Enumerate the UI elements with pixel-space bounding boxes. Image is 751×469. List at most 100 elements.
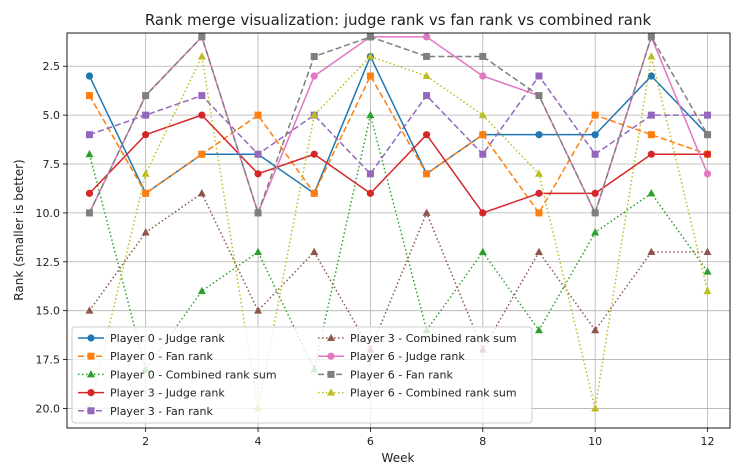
series-line [88,192,708,351]
legend-label: Player 6 - Fan rank [350,368,453,381]
data-point [310,247,319,256]
data-point [704,131,712,139]
y-axis-ticks: 2.5 5.0 7.5 10.0 12.5 15.0 17.5 20.0 [36,60,67,415]
data-point [647,52,656,60]
legend-label: Player 0 - Combined rank sum [110,368,277,381]
series-line [89,75,708,175]
data-point [591,189,599,197]
chart-title: Rank merge visualization: judge rank vs … [145,11,652,29]
x-axis-ticks: 2 4 6 8 10 12 [142,428,715,448]
data-point [478,110,487,119]
data-point [142,189,150,197]
data-point [535,92,543,100]
data-point [423,170,431,178]
data-point [366,189,375,197]
data-point [479,209,487,217]
data-point [703,170,712,178]
series-line [88,55,709,195]
data-point [310,189,318,197]
plot-frame [66,32,731,429]
data-point [198,150,206,158]
y-tick-label: 2.5 [43,60,61,73]
data-point [254,247,263,256]
data-point [366,33,374,41]
legend-marker [87,334,95,342]
data-point [703,267,712,275]
data-point [423,52,431,60]
data-point [591,228,600,236]
data-point [85,72,94,80]
data-point [422,71,431,80]
series-line [88,55,709,410]
data-point [591,150,599,158]
data-point [647,189,656,197]
data-point [85,189,94,197]
data-point [423,92,431,100]
y-tick-label: 20.0 [36,402,61,415]
data-point [254,209,262,217]
data-point [479,131,487,139]
data-point [85,131,93,139]
data-point [535,131,543,139]
data-point [197,189,206,197]
data-point [478,247,487,256]
data-point [198,111,206,119]
series-group [85,111,712,217]
x-tick-label: 10 [588,435,602,448]
data-point [254,111,262,119]
y-tick-label: 10.0 [36,207,61,220]
y-tick-label: 17.5 [36,354,61,367]
data-point [591,325,600,334]
data-point [141,228,150,236]
legend-label: Player 0 - Fan rank [110,350,213,363]
x-axis-label: Week [382,451,415,465]
legend-label: Player 3 - Judge rank [110,387,225,400]
data-point [535,209,543,217]
data-point [479,72,487,80]
data-point [142,131,150,139]
legend-marker [87,407,95,415]
legend-box [71,326,533,424]
data-point [591,111,599,119]
data-point [591,404,600,412]
data-point [647,33,655,41]
data-point [647,111,655,119]
series-line [88,114,708,214]
data-point [198,33,206,41]
data-point [197,286,206,295]
legend-marker [327,333,335,341]
legend-marker [327,370,335,378]
x-tick-label: 4 [255,435,262,448]
data-point [85,306,94,314]
data-point [254,306,263,314]
legend-label: Player 3 - Combined rank sum [350,332,517,345]
data-point [85,209,93,217]
data-point [85,92,93,100]
y-tick-label: 12.5 [36,256,61,269]
legend-label: Player 6 - Combined rank sum [350,387,517,400]
data-point [591,209,599,217]
y-tick-label: 7.5 [43,158,61,171]
data-point [422,131,431,139]
legend-marker [87,352,95,360]
data-point [197,52,206,60]
data-point [366,170,374,178]
legend-label: Player 0 - Judge rank [110,332,225,345]
data-point [142,92,150,100]
legend-label: Player 3 - Fan rank [110,405,213,418]
data-point [366,72,374,80]
data-point [310,52,318,60]
series-group [85,33,712,217]
data-point [591,131,599,139]
data-point [703,247,712,256]
series-line [88,114,709,371]
data-point [198,92,206,100]
data-point [254,170,262,178]
y-tick-label: 5.0 [43,109,61,122]
data-point [535,72,543,80]
data-point [422,33,431,41]
data-point [704,111,712,119]
legend-marker [327,352,335,360]
data-point [647,72,655,80]
